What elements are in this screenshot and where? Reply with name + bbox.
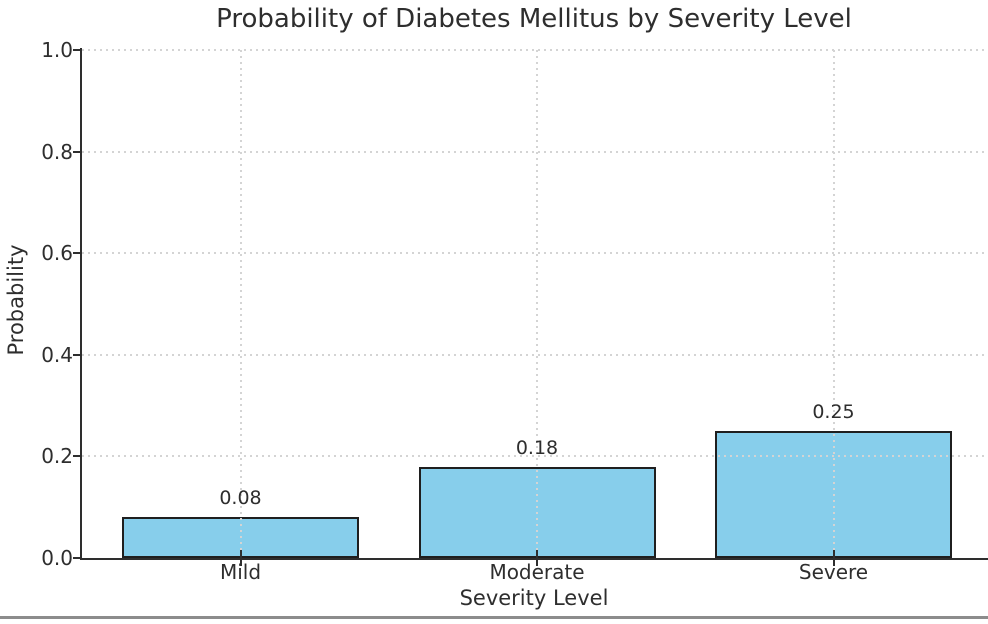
y-tick-label: 1.0	[41, 38, 73, 62]
v-gridline	[832, 50, 835, 558]
bar-value-label: 0.08	[219, 487, 262, 510]
y-tick-label: 0.8	[41, 139, 73, 164]
window-bottom-border	[0, 616, 988, 619]
y-tick	[73, 353, 82, 356]
chart-title: Probability of Diabetes Mellitus by Seve…	[216, 4, 852, 34]
h-gridline	[82, 252, 988, 255]
x-tick	[536, 550, 538, 566]
bar-value-label: 0.18	[515, 436, 559, 459]
v-gridline	[239, 50, 242, 558]
h-gridline	[82, 455, 988, 458]
y-tick	[73, 49, 82, 51]
x-axis-spine	[80, 558, 988, 560]
bar-value-label: 0.25	[812, 401, 855, 423]
y-tick-label: 0.6	[41, 241, 73, 266]
y-tick-label: 0.4	[41, 342, 73, 367]
x-tick	[832, 550, 835, 566]
y-tick	[73, 150, 82, 153]
x-axis-label: Severity Level	[459, 586, 609, 610]
h-gridline	[82, 49, 988, 51]
y-tick-label: 0.2	[41, 444, 73, 469]
h-gridline	[82, 150, 988, 153]
v-gridline	[536, 50, 538, 558]
y-tick	[73, 252, 82, 255]
y-axis-spine	[80, 48, 82, 560]
y-tick	[73, 557, 82, 559]
y-tick	[73, 455, 82, 458]
x-tick	[239, 550, 242, 566]
y-tick-label: 0.0	[41, 546, 73, 570]
h-gridline	[82, 353, 988, 356]
